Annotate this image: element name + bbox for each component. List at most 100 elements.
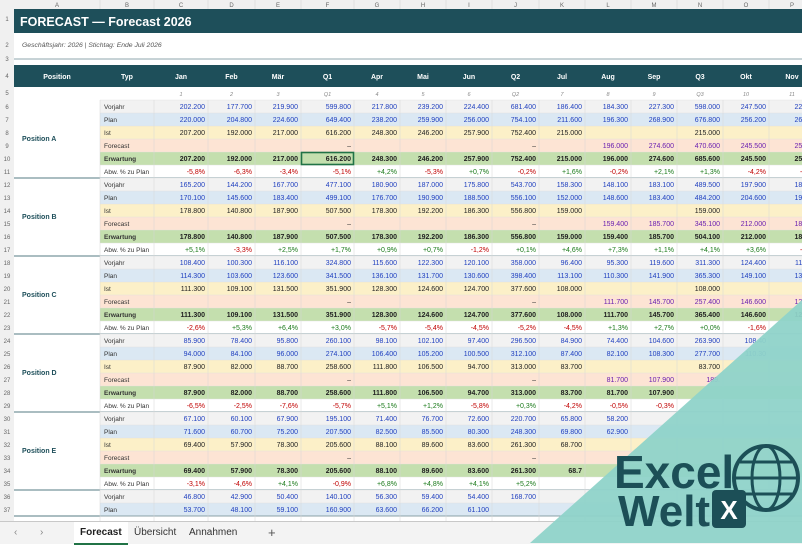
cell-value[interactable]: 69.400 bbox=[184, 468, 206, 475]
cell-value[interactable]: 87.400 bbox=[561, 351, 583, 358]
cell-value[interactable]: 83.700 bbox=[561, 364, 583, 371]
column-letter[interactable]: B bbox=[125, 3, 129, 9]
cell-value[interactable]: 248.300 bbox=[511, 429, 536, 436]
cell-value[interactable]: -4,2% bbox=[564, 403, 582, 410]
cell-value[interactable]: 676.800 bbox=[695, 117, 720, 124]
cell-value[interactable]: – bbox=[347, 377, 351, 384]
cell-value[interactable]: 228.1 bbox=[794, 104, 802, 111]
cell-value[interactable]: 94.700 bbox=[468, 390, 490, 397]
cell-value[interactable]: 96.000 bbox=[277, 351, 299, 358]
cell-value[interactable]: 197.6 bbox=[794, 195, 802, 202]
cell-value[interactable]: 215.000 bbox=[557, 130, 582, 137]
cell-value[interactable]: 75.200 bbox=[277, 429, 299, 436]
cell-value[interactable]: 248.300 bbox=[372, 130, 397, 137]
row-number[interactable]: 33 bbox=[4, 456, 11, 462]
cell-value[interactable]: 217.800 bbox=[372, 104, 397, 111]
cell-value[interactable]: 145.600 bbox=[227, 195, 252, 202]
row-number[interactable]: 17 bbox=[4, 248, 11, 254]
cell-value[interactable]: 261.300 bbox=[511, 442, 536, 449]
cell-value[interactable]: 265.9 bbox=[794, 117, 802, 124]
cell-value[interactable]: 83.600 bbox=[468, 468, 490, 475]
cell-value[interactable]: 56.300 bbox=[376, 494, 398, 501]
cell-value[interactable]: 507.500 bbox=[326, 234, 351, 241]
column-header[interactable]: Aug bbox=[601, 74, 615, 81]
cell-value[interactable]: 254.7 bbox=[794, 143, 802, 150]
row-number[interactable]: 30 bbox=[4, 417, 11, 423]
column-letter[interactable]: M bbox=[652, 3, 657, 9]
cell-value[interactable]: -1,2% bbox=[471, 247, 489, 254]
cell-value[interactable]: 134.5 bbox=[794, 273, 802, 280]
cell-value[interactable]: 189.3 bbox=[794, 221, 802, 228]
cell-value[interactable]: 358.000 bbox=[511, 260, 536, 267]
row-number[interactable]: 34 bbox=[4, 469, 11, 475]
cell-value[interactable]: 144.200 bbox=[227, 182, 252, 189]
tab-forecast[interactable]: Forecast bbox=[74, 522, 128, 545]
cell-value[interactable]: 111.300 bbox=[181, 286, 205, 293]
cell-value[interactable]: 204.800 bbox=[227, 117, 252, 124]
cell-value[interactable]: +5,2% bbox=[516, 481, 536, 488]
cell-value[interactable]: – bbox=[347, 143, 351, 150]
cell-value[interactable]: 108.400 bbox=[180, 260, 205, 267]
cell-value[interactable]: -5,7% bbox=[379, 325, 397, 332]
cell-value[interactable]: +0,3% bbox=[516, 403, 536, 410]
cell-value[interactable]: 258.600 bbox=[326, 364, 351, 371]
cell-value[interactable]: 217.000 bbox=[273, 156, 298, 163]
row-number[interactable]: 12 bbox=[4, 183, 11, 189]
cell-value[interactable]: 68.7 bbox=[568, 468, 582, 475]
cell-value[interactable]: 74.400 bbox=[607, 338, 629, 345]
cell-value[interactable]: 152.000 bbox=[557, 195, 582, 202]
cell-value[interactable]: 78.400 bbox=[231, 338, 253, 345]
column-letter[interactable]: D bbox=[229, 3, 234, 9]
cell-value[interactable]: 65.800 bbox=[561, 416, 583, 423]
cell-value[interactable]: 277.700 bbox=[695, 351, 720, 358]
cell-value[interactable]: 263.900 bbox=[695, 338, 720, 345]
cell-value[interactable]: 556.100 bbox=[511, 195, 536, 202]
cell-value[interactable]: 258.600 bbox=[326, 390, 351, 397]
cell-value[interactable]: 259.900 bbox=[418, 117, 443, 124]
cell-value[interactable]: 158.300 bbox=[557, 182, 582, 189]
cell-value[interactable]: 124.600 bbox=[418, 312, 443, 319]
cell-value[interactable]: 238.200 bbox=[372, 117, 397, 124]
row-number[interactable]: 24 bbox=[4, 339, 11, 345]
cell-value[interactable]: 189. bbox=[706, 377, 720, 384]
cell-value[interactable]: 113.100 bbox=[557, 273, 582, 280]
cell-value[interactable]: 170.100 bbox=[180, 195, 205, 202]
row-number[interactable]: 27 bbox=[4, 378, 11, 384]
cell-value[interactable]: 124.700 bbox=[464, 286, 489, 293]
cell-value[interactable]: 185.700 bbox=[649, 221, 674, 228]
column-letter[interactable]: O bbox=[744, 3, 749, 9]
cell-value[interactable]: 261.300 bbox=[511, 468, 536, 475]
row-number[interactable]: 10 bbox=[4, 157, 11, 163]
cell-value[interactable]: 140.100 bbox=[326, 494, 351, 501]
cell-value[interactable]: 224.600 bbox=[273, 117, 298, 124]
cell-value[interactable]: 470.600 bbox=[695, 143, 720, 150]
cell-value[interactable]: -0,2% bbox=[518, 169, 536, 176]
cell-value[interactable]: 111.700 bbox=[604, 299, 628, 306]
cell-value[interactable]: 145.700 bbox=[649, 312, 674, 319]
cell-value[interactable]: 489.500 bbox=[695, 182, 720, 189]
cell-value[interactable]: 202.200 bbox=[180, 104, 205, 111]
spreadsheet-grid[interactable]: A B C D E F G H I J K L M N O P FORECAST — Forecast 2026… bbox=[0, 0, 802, 521]
cell-value[interactable]: – bbox=[532, 221, 536, 228]
cell-value[interactable]: 268.900 bbox=[649, 117, 674, 124]
cell-value[interactable]: -1,6% bbox=[748, 325, 766, 332]
cell-value[interactable]: 183.100 bbox=[649, 182, 674, 189]
cell-value[interactable]: -5,7% bbox=[333, 403, 351, 410]
cell-value[interactable]: 108.300 bbox=[649, 351, 674, 358]
cell-value[interactable]: +2,7% bbox=[654, 325, 674, 332]
row-number[interactable]: 13 bbox=[4, 196, 11, 202]
cell-value[interactable]: 296.500 bbox=[511, 338, 536, 345]
cell-value[interactable]: 257.900 bbox=[464, 130, 489, 137]
cell-value[interactable]: 215.000 bbox=[695, 130, 720, 137]
cell-value[interactable]: 107.900 bbox=[649, 377, 674, 384]
cell-value[interactable]: 681.400 bbox=[511, 104, 536, 111]
cell-value[interactable]: 60.100 bbox=[231, 416, 253, 423]
cell-value[interactable]: 72.600 bbox=[468, 416, 490, 423]
cell-value[interactable]: +0,9% bbox=[377, 247, 397, 254]
cell-value[interactable]: 377.600 bbox=[511, 312, 536, 319]
cell-value[interactable]: 111.800 bbox=[373, 364, 397, 371]
cell-value[interactable]: 54.400 bbox=[468, 494, 490, 501]
cell-value[interactable]: 256.200 bbox=[741, 117, 766, 124]
cell-value[interactable]: 127.8 bbox=[794, 312, 802, 319]
row-number[interactable]: 18 bbox=[4, 261, 11, 267]
